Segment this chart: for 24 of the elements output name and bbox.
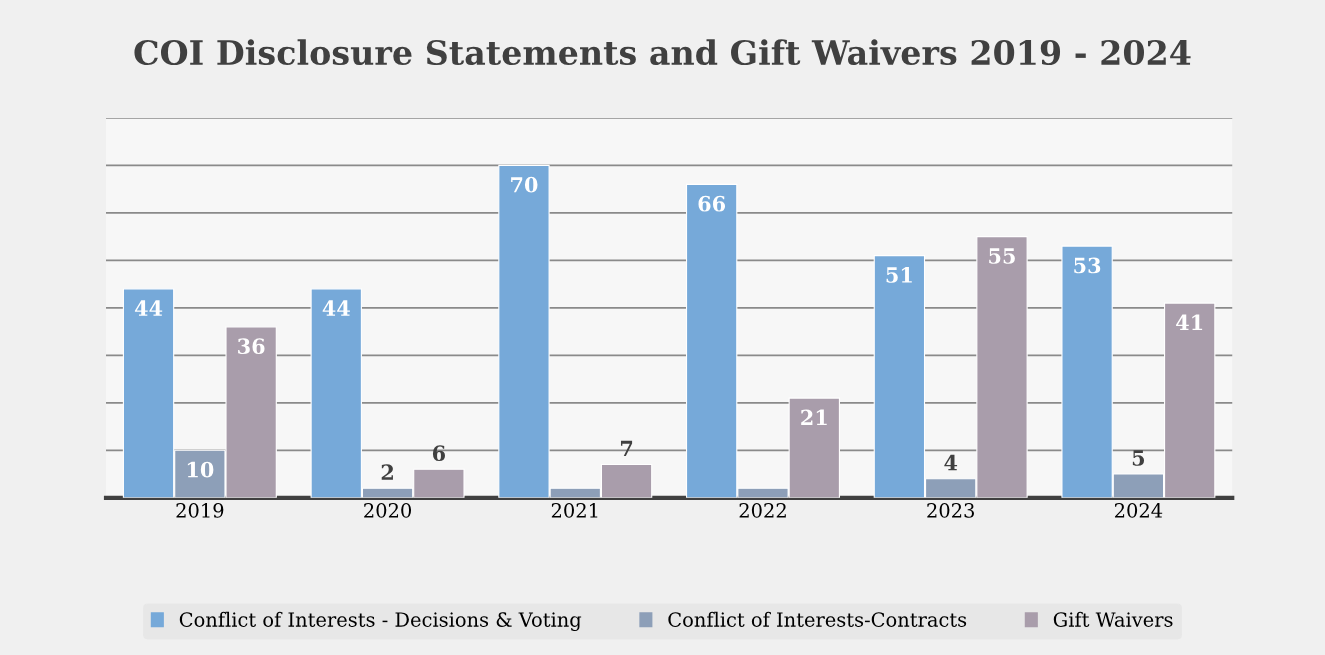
data-label: 44 [322,300,350,316]
x-tick-label: 2023 [927,503,974,518]
x-tick-label: 2024 [1114,503,1163,518]
data-label: 55 [989,248,1015,264]
data-label: 4 [944,454,958,471]
data-label: 36 [238,338,265,355]
x-tick-label: 2019 [176,503,224,518]
data-label: 44 [134,300,163,316]
data-label: 5 [1132,450,1145,466]
legend-label: Conflict of Interests - Decisions & Voting [179,611,582,631]
data-label: 70 [511,176,538,193]
x-tick-label: 2021 [551,503,598,518]
legend-label: Conflict of Interests-Contracts [668,611,967,627]
x-tick-label: 2022 [739,503,786,518]
data-label: 21 [801,409,827,426]
data-label: 66 [698,195,726,212]
data-label: 10 [187,461,214,478]
data-label: 41 [1176,314,1203,331]
legend-label: Gift Waivers [1053,611,1173,627]
data-label: 51 [886,267,912,283]
x-tick-label: 2020 [364,503,412,518]
data-label: 53 [1074,257,1101,274]
data-label: 2 [381,464,393,480]
chart-title: COI Disclosure Statements and Gift Waivers 2019 - 2024 [134,39,1191,66]
